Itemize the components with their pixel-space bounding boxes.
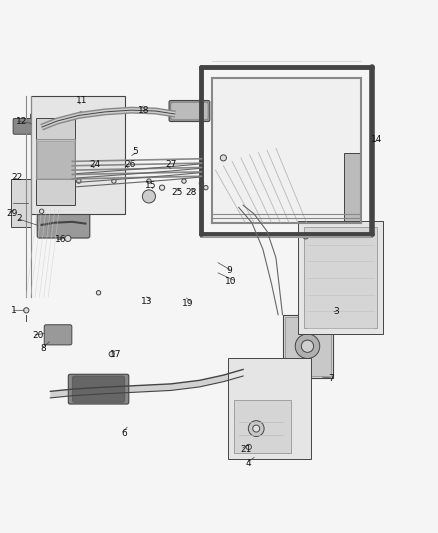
FancyBboxPatch shape xyxy=(171,102,208,120)
Circle shape xyxy=(295,334,320,359)
Text: 16: 16 xyxy=(55,235,66,244)
Text: 1: 1 xyxy=(11,306,17,315)
Text: 7: 7 xyxy=(328,374,334,383)
Text: 20: 20 xyxy=(32,331,44,340)
Text: 13: 13 xyxy=(141,297,152,306)
Text: 11: 11 xyxy=(76,96,88,105)
Circle shape xyxy=(96,290,101,295)
Text: 29: 29 xyxy=(7,208,18,217)
Circle shape xyxy=(220,155,226,161)
Text: 28: 28 xyxy=(186,188,197,197)
Circle shape xyxy=(248,421,264,437)
Text: 4: 4 xyxy=(246,459,251,467)
Bar xyxy=(298,221,383,334)
Circle shape xyxy=(109,351,114,357)
Text: 3: 3 xyxy=(333,307,339,316)
Bar xyxy=(344,152,360,223)
Circle shape xyxy=(142,190,155,203)
FancyBboxPatch shape xyxy=(13,118,33,134)
Bar xyxy=(36,118,75,205)
Circle shape xyxy=(301,340,314,352)
Text: 22: 22 xyxy=(11,173,23,182)
Text: 21: 21 xyxy=(240,445,252,454)
Circle shape xyxy=(182,179,186,183)
Text: 27: 27 xyxy=(166,160,177,169)
Circle shape xyxy=(102,108,108,113)
Circle shape xyxy=(39,209,44,214)
Bar xyxy=(11,179,31,227)
Text: 19: 19 xyxy=(182,299,194,308)
Text: 15: 15 xyxy=(145,181,156,190)
Bar xyxy=(283,314,333,378)
Circle shape xyxy=(246,445,251,449)
Bar xyxy=(234,400,291,453)
Circle shape xyxy=(65,236,71,241)
Text: 5: 5 xyxy=(132,147,138,156)
Text: 2: 2 xyxy=(17,214,22,223)
FancyBboxPatch shape xyxy=(44,325,72,345)
Circle shape xyxy=(159,185,165,190)
FancyBboxPatch shape xyxy=(68,374,129,404)
Text: 17: 17 xyxy=(110,351,122,359)
Circle shape xyxy=(79,112,83,116)
Circle shape xyxy=(112,179,116,183)
Circle shape xyxy=(24,308,29,313)
FancyBboxPatch shape xyxy=(72,376,125,402)
Text: 24: 24 xyxy=(90,160,101,169)
Text: 18: 18 xyxy=(138,106,150,115)
Text: 9: 9 xyxy=(226,266,232,276)
Text: 12: 12 xyxy=(16,117,27,126)
Text: 10: 10 xyxy=(225,277,237,286)
Text: 25: 25 xyxy=(172,188,183,197)
Bar xyxy=(285,317,331,376)
Text: 6: 6 xyxy=(121,429,127,438)
FancyBboxPatch shape xyxy=(169,101,210,122)
Bar xyxy=(213,78,361,223)
Bar xyxy=(304,227,377,328)
Text: 8: 8 xyxy=(41,344,46,353)
Circle shape xyxy=(77,179,81,183)
Polygon shape xyxy=(50,369,243,398)
Text: 14: 14 xyxy=(371,134,382,143)
Circle shape xyxy=(253,425,260,432)
Bar xyxy=(36,140,75,179)
Bar xyxy=(228,359,311,459)
Bar xyxy=(31,96,125,214)
Circle shape xyxy=(303,233,309,239)
Circle shape xyxy=(204,185,208,190)
FancyBboxPatch shape xyxy=(31,114,51,130)
Text: 26: 26 xyxy=(124,160,135,169)
Circle shape xyxy=(147,179,151,183)
Circle shape xyxy=(199,181,204,185)
FancyBboxPatch shape xyxy=(37,213,90,238)
Bar xyxy=(37,141,74,177)
